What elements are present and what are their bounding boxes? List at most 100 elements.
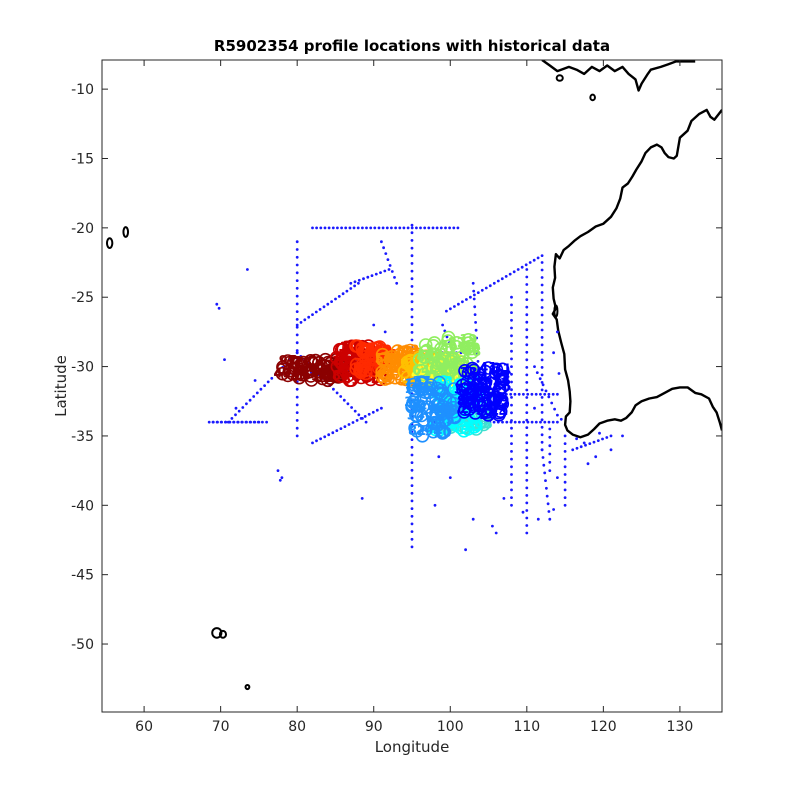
- historical-point: [309, 370, 313, 374]
- historical-point: [530, 420, 534, 424]
- historical-point: [540, 306, 544, 309]
- historical-point: [439, 226, 443, 230]
- profile-marker: [436, 424, 451, 439]
- historical-point: [349, 281, 353, 285]
- historical-point: [542, 463, 546, 467]
- chart-title: R5902354 profile locations with historic…: [214, 37, 610, 55]
- historical-point: [248, 398, 252, 402]
- profile-marker: [357, 359, 372, 374]
- historical-point: [234, 413, 237, 417]
- island-outline: [244, 683, 251, 691]
- historical-point: [410, 514, 414, 518]
- historical-point: [510, 457, 513, 461]
- historical-point: [357, 281, 360, 285]
- historical-point: [548, 452, 552, 456]
- historical-point: [525, 335, 529, 339]
- historical-point: [367, 412, 371, 416]
- historical-point: [410, 338, 414, 342]
- historical-point: [216, 420, 219, 424]
- historical-point: [361, 226, 364, 230]
- historical-point: [563, 442, 567, 445]
- historical-point: [500, 277, 504, 281]
- historical-point: [261, 420, 264, 424]
- historical-point: [410, 445, 414, 449]
- profile-marker: [305, 362, 320, 377]
- profile-number: 43: [417, 350, 435, 365]
- historical-point: [556, 330, 559, 334]
- historical-point: [386, 258, 390, 261]
- historical-point: [390, 270, 394, 273]
- historical-point: [295, 434, 299, 438]
- historical-point: [525, 433, 529, 437]
- historical-point: [605, 436, 609, 439]
- historical-point: [510, 465, 513, 469]
- profile-marker: [418, 350, 433, 364]
- historical-point: [295, 341, 299, 345]
- historical-point: [427, 226, 431, 230]
- historical-point: [540, 433, 544, 437]
- historical-point: [601, 437, 604, 441]
- profile-marker: [416, 367, 431, 382]
- historical-point: [559, 417, 563, 421]
- profile-marker: [475, 385, 490, 400]
- historical-point: [395, 281, 399, 285]
- historical-point: [315, 439, 318, 443]
- profile-marker: [408, 421, 422, 435]
- historical-point: [295, 387, 299, 391]
- historical-point: [525, 350, 529, 354]
- historical-point: [474, 328, 478, 332]
- historical-point: [541, 456, 545, 459]
- historical-point: [241, 406, 245, 409]
- profile-number: 74: [470, 371, 488, 386]
- historical-point: [586, 462, 590, 466]
- historical-point: [491, 524, 494, 528]
- historical-point: [528, 261, 532, 264]
- historical-point: [342, 398, 346, 402]
- historical-point: [295, 351, 299, 355]
- historical-point: [504, 275, 508, 278]
- historical-point: [322, 305, 326, 309]
- historical-point: [594, 455, 598, 459]
- historical-point: [410, 262, 414, 265]
- historical-point: [385, 226, 389, 230]
- historical-point: [543, 420, 547, 424]
- historical-point: [525, 283, 529, 286]
- profile-marker: [425, 407, 439, 421]
- historical-point: [501, 420, 504, 424]
- historical-point: [543, 392, 547, 396]
- historical-point: [441, 323, 444, 327]
- historical-point: [346, 402, 350, 406]
- y-tick-label: -40: [71, 498, 94, 514]
- historical-point: [295, 323, 299, 327]
- profile-marker: [381, 357, 395, 371]
- historical-point: [384, 252, 388, 256]
- profile-number: 83: [460, 388, 478, 403]
- historical-point: [509, 392, 513, 396]
- profile-number: 62: [492, 396, 510, 411]
- historical-point: [307, 315, 311, 319]
- historical-point: [406, 226, 410, 230]
- historical-point: [480, 288, 484, 292]
- historical-point: [525, 456, 529, 460]
- historical-point: [510, 311, 513, 314]
- profile-marker: [409, 408, 423, 423]
- profile-marker: [426, 347, 441, 362]
- island-outline: [105, 237, 114, 249]
- historical-point: [525, 381, 529, 384]
- profile-marker: [485, 376, 499, 391]
- historical-point: [423, 226, 427, 230]
- historical-point: [339, 427, 343, 430]
- historical-point: [472, 297, 476, 301]
- historical-point: [255, 391, 259, 395]
- historical-point: [584, 443, 587, 447]
- historical-point: [311, 313, 314, 316]
- historical-point: [314, 310, 318, 314]
- historical-point: [513, 420, 517, 424]
- historical-point: [510, 388, 513, 392]
- historical-point: [224, 420, 228, 424]
- profile-marker: [476, 396, 491, 411]
- historical-point: [448, 226, 451, 230]
- historical-point: [512, 270, 516, 274]
- y-tick-label: -15: [71, 151, 94, 167]
